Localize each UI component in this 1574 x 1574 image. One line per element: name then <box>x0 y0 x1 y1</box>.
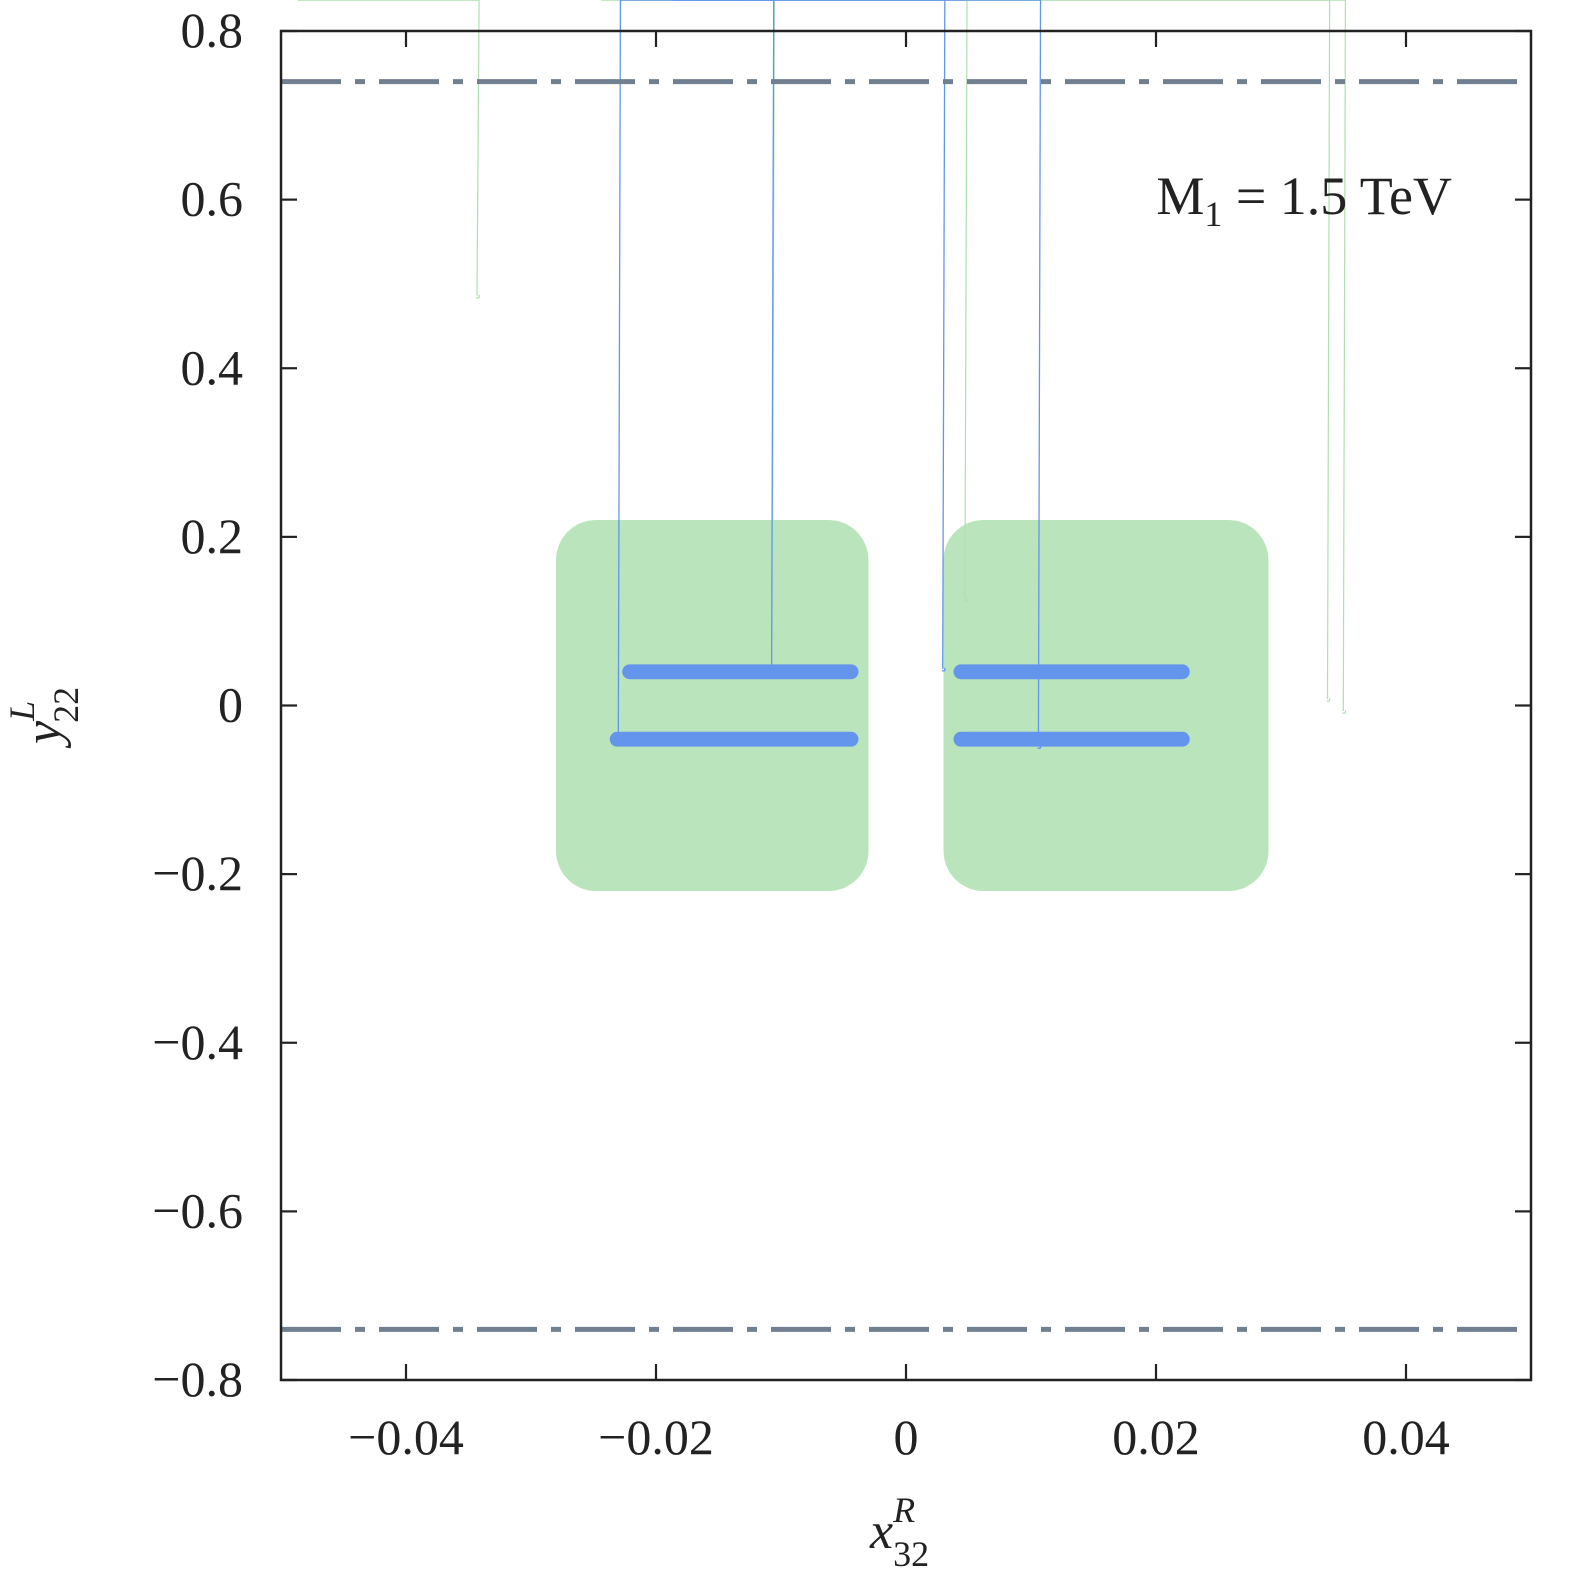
axis-ticks: −0.04 −0.02 0 0.02 0.04 −0.8 −0.6 −0.4 −0.2 0 0.2 0… <box>152 2 1531 1465</box>
blue-band-points <box>748 0 1042 749</box>
y-tick-label: −0.6 <box>152 1182 243 1238</box>
reference-lines <box>281 79 1531 1332</box>
green-scatter-core <box>601 0 968 602</box>
green-scatter-region <box>297 0 480 299</box>
x-tick-label: 0.02 <box>1112 1409 1200 1465</box>
y-tick-label: 0.6 <box>181 171 244 227</box>
x-tick-label: −0.02 <box>598 1409 714 1465</box>
green-scatter-dense-core <box>556 520 869 891</box>
y-tick-label: −0.8 <box>152 1351 243 1407</box>
x-axis-title: xR 32 <box>869 1490 929 1574</box>
y-tick-label: 0.2 <box>181 508 244 564</box>
y-tick-label: 0 <box>218 677 243 733</box>
green-scatter-dense-core <box>943 520 1269 891</box>
y-axis-title: yL 22 <box>2 687 86 749</box>
x-tick-label: 0.04 <box>1362 1409 1450 1465</box>
y-tick-label: −0.2 <box>152 845 243 901</box>
x-tick-label: −0.04 <box>348 1409 464 1465</box>
data-points <box>297 0 1347 891</box>
y-tick-label: 0.8 <box>181 2 244 58</box>
blue-band <box>622 664 859 680</box>
y-tick-label: −0.4 <box>152 1014 243 1070</box>
blue-band <box>609 731 859 747</box>
x-tick-label: 0 <box>894 1409 919 1465</box>
blue-band <box>953 731 1190 747</box>
y-tick-label: 0.4 <box>181 339 244 395</box>
mass-annotation: M1 = 1.5 TeV <box>1156 166 1452 234</box>
blue-band <box>953 664 1190 680</box>
